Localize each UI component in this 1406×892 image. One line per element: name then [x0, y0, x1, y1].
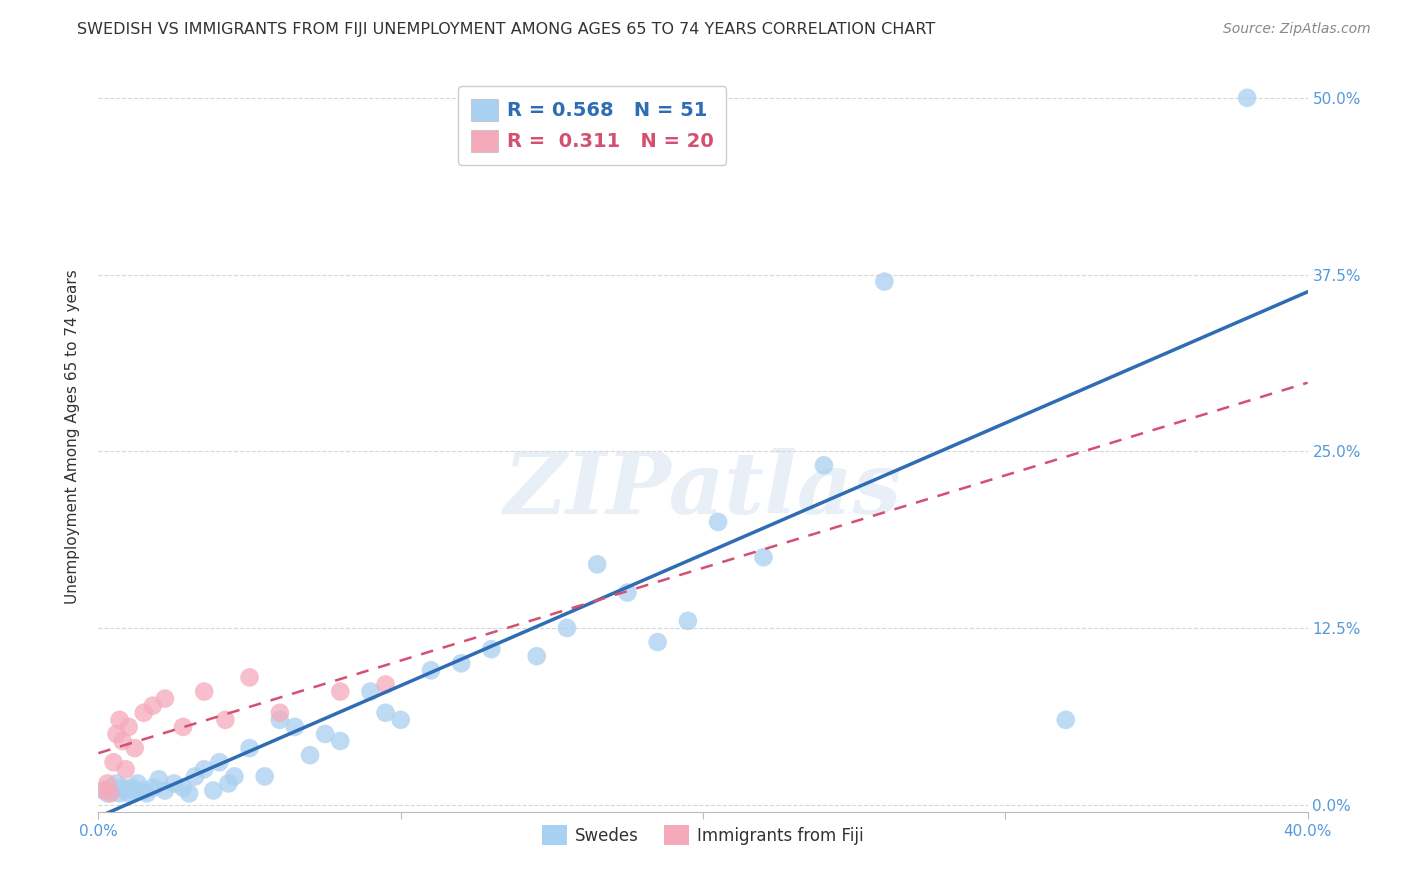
Point: [172, 720, 194, 734]
Point: [118, 720, 141, 734]
Y-axis label: Unemployment Among Ages 65 to 74 years: Unemployment Among Ages 65 to 74 years: [65, 269, 80, 605]
Legend: Swedes, Immigrants from Fiji: Swedes, Immigrants from Fiji: [536, 819, 870, 852]
Point: [202, 783, 225, 797]
Text: Source: ZipAtlas.com: Source: ZipAtlas.com: [1223, 22, 1371, 37]
Point: [873, 275, 896, 289]
Point: [100, 780, 122, 795]
Point: [108, 713, 131, 727]
Point: [132, 783, 155, 797]
Point: [108, 786, 131, 800]
Point: [153, 691, 176, 706]
Point: [253, 769, 276, 783]
Point: [124, 783, 146, 797]
Point: [374, 706, 396, 720]
Point: [374, 677, 396, 691]
Point: [105, 727, 128, 741]
Point: [752, 550, 775, 565]
Point: [217, 776, 239, 790]
Point: [1054, 713, 1077, 727]
Point: [450, 657, 472, 671]
Point: [707, 515, 730, 529]
Point: [96, 776, 118, 790]
Point: [389, 713, 412, 727]
Text: ZIPatlas: ZIPatlas: [503, 448, 903, 532]
Point: [142, 780, 165, 795]
Point: [163, 776, 186, 790]
Point: [103, 783, 125, 797]
Point: [121, 780, 143, 795]
Point: [184, 769, 207, 783]
Point: [481, 642, 503, 657]
Point: [103, 756, 125, 770]
Point: [172, 780, 194, 795]
Point: [269, 706, 291, 720]
Point: [111, 734, 134, 748]
Point: [179, 786, 201, 800]
Point: [193, 762, 215, 776]
Point: [314, 727, 336, 741]
Point: [193, 684, 215, 698]
Point: [111, 780, 134, 795]
Point: [124, 741, 146, 756]
Point: [135, 786, 157, 800]
Point: [208, 756, 231, 770]
Point: [526, 649, 548, 664]
Point: [142, 698, 165, 713]
Point: [114, 762, 136, 776]
Point: [329, 684, 352, 698]
Point: [239, 741, 262, 756]
Point: [114, 783, 136, 797]
Point: [647, 635, 669, 649]
Point: [214, 713, 236, 727]
Point: [118, 786, 141, 800]
Text: SWEDISH VS IMMIGRANTS FROM FIJI UNEMPLOYMENT AMONG AGES 65 TO 74 YEARS CORRELATI: SWEDISH VS IMMIGRANTS FROM FIJI UNEMPLOY…: [77, 22, 935, 37]
Point: [813, 458, 835, 473]
Point: [93, 783, 115, 797]
Point: [329, 734, 352, 748]
Point: [299, 748, 322, 763]
Point: [1236, 91, 1258, 105]
Point: [676, 614, 699, 628]
Point: [360, 684, 382, 698]
Point: [239, 670, 262, 684]
Point: [269, 713, 291, 727]
Point: [132, 706, 155, 720]
Point: [148, 772, 170, 787]
Point: [616, 585, 638, 599]
Point: [284, 720, 307, 734]
Point: [420, 664, 443, 678]
Point: [93, 783, 115, 797]
Point: [96, 786, 118, 800]
Point: [555, 621, 578, 635]
Point: [224, 769, 246, 783]
Point: [100, 786, 122, 800]
Point: [105, 776, 128, 790]
Point: [153, 783, 176, 797]
Point: [586, 558, 609, 572]
Point: [127, 776, 149, 790]
